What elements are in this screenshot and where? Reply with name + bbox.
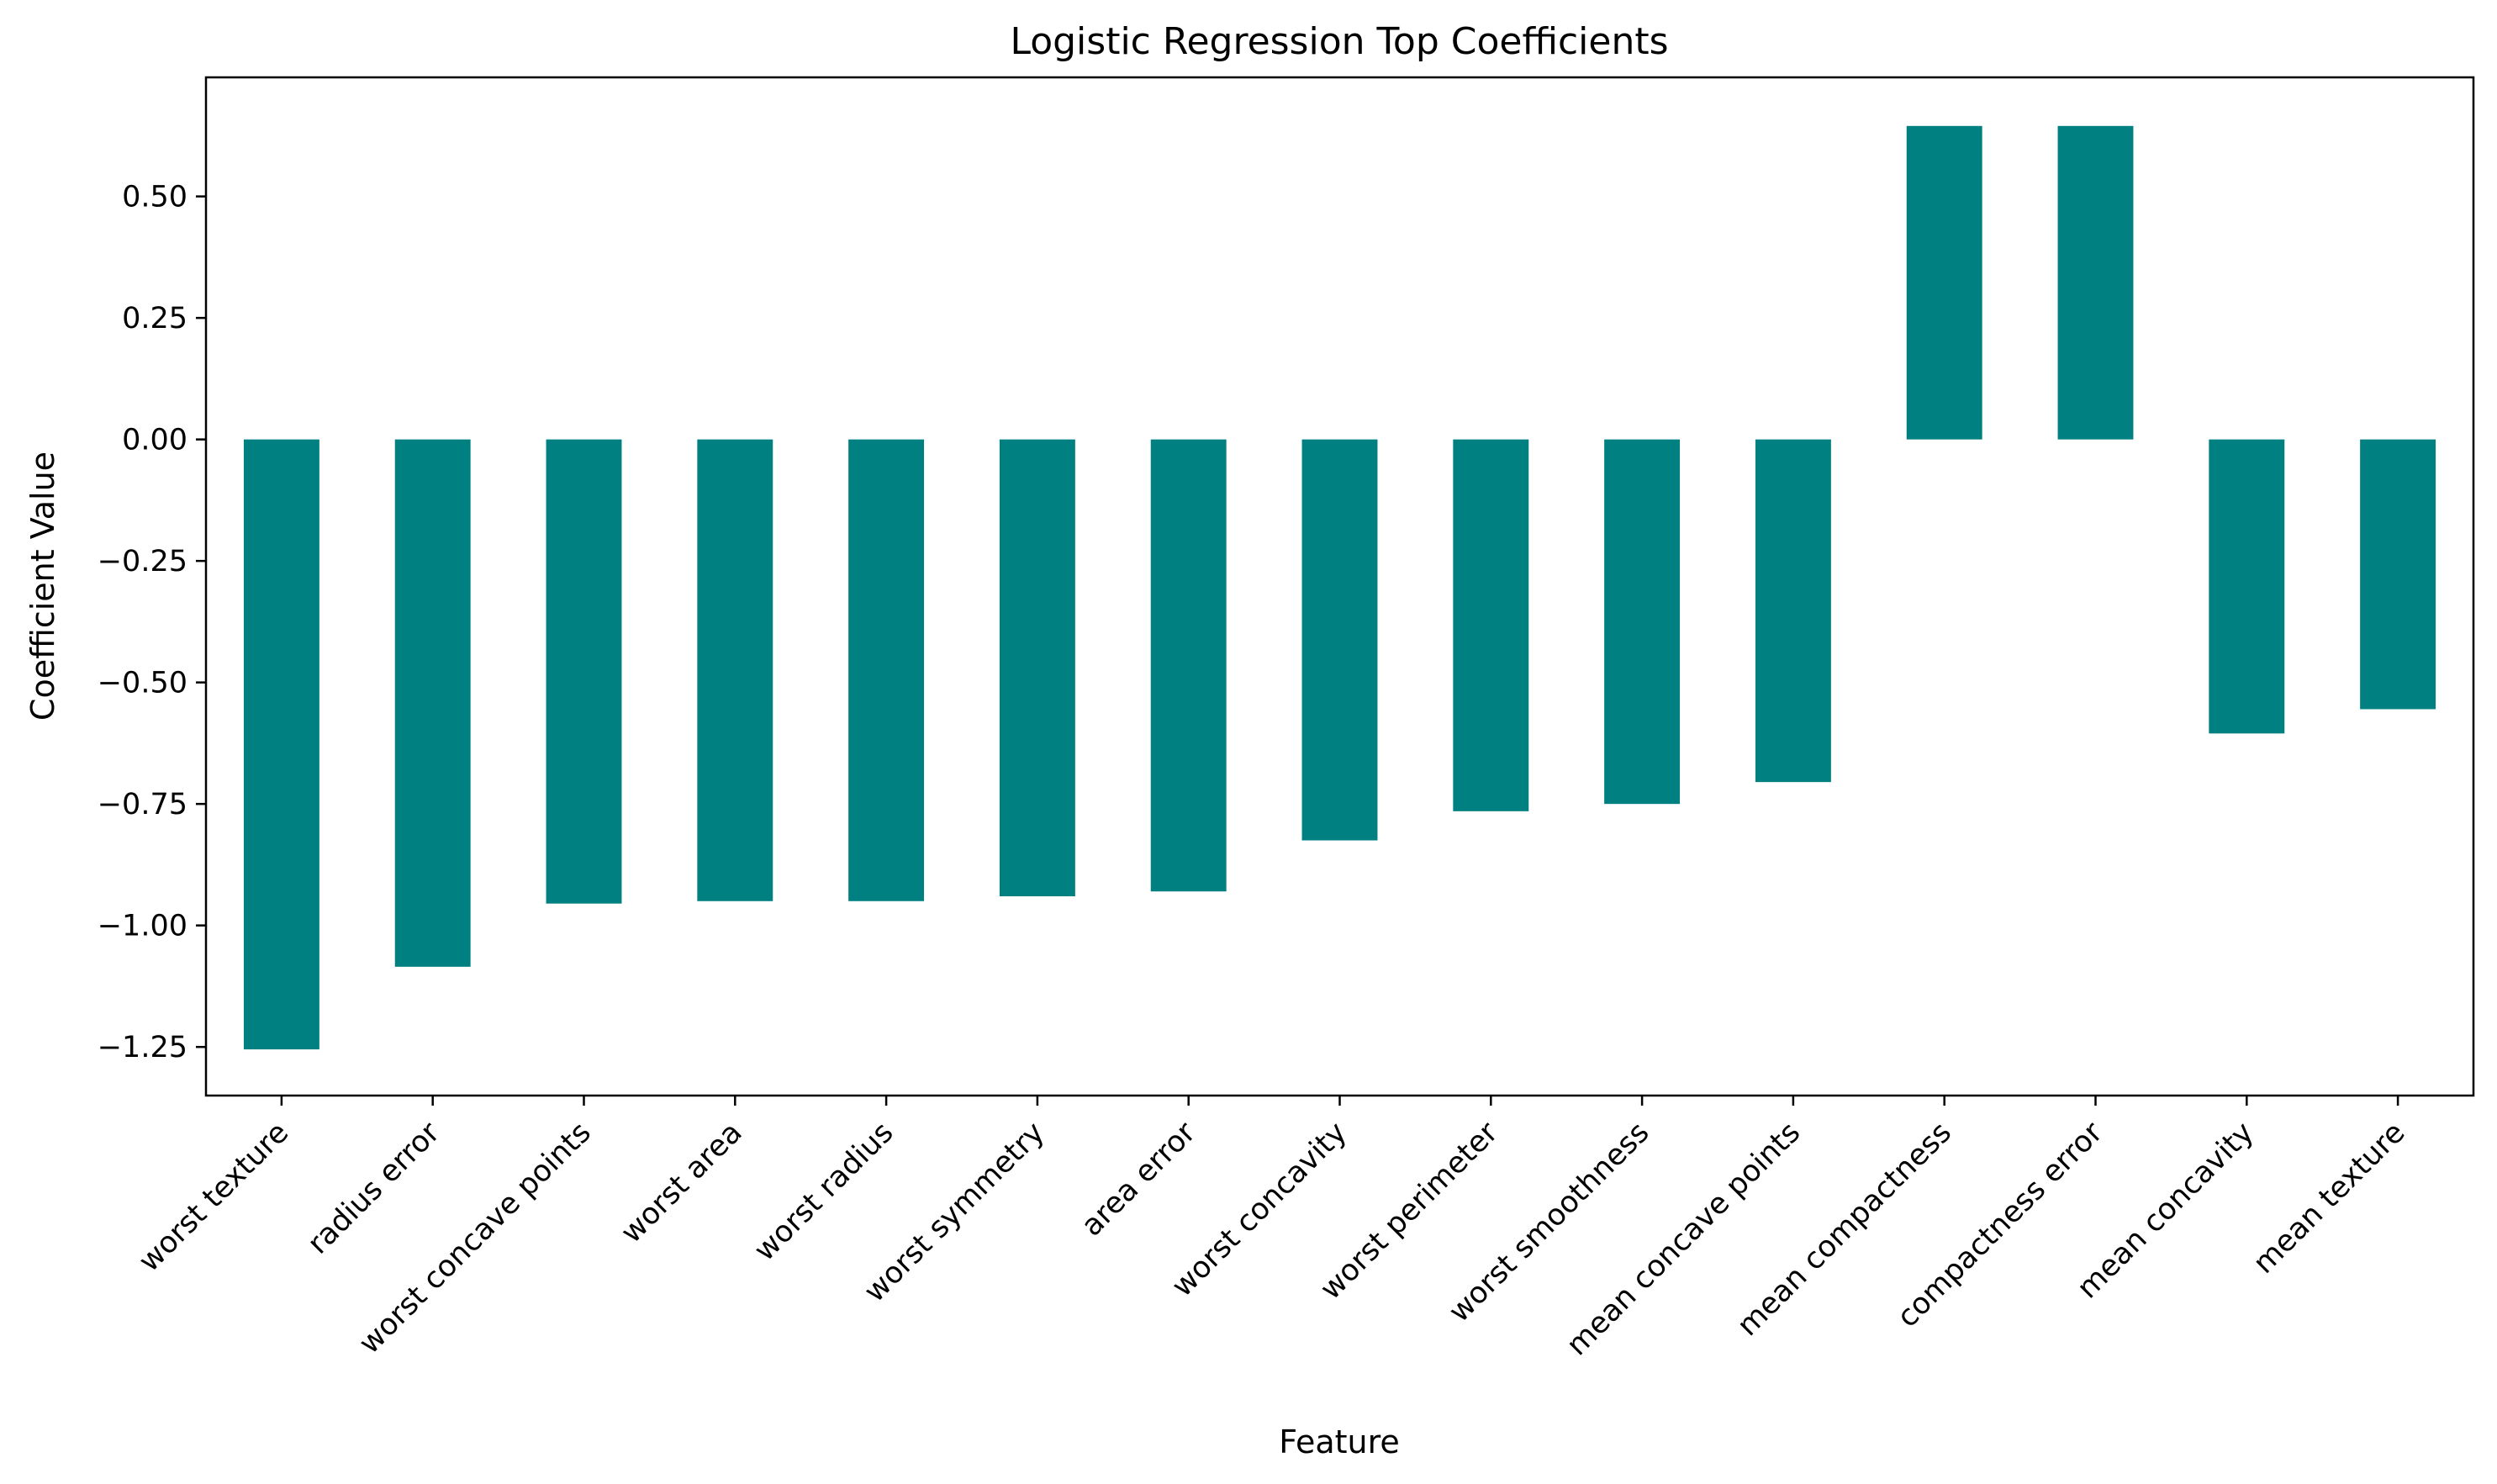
plot-frame	[204, 76, 2475, 1097]
bar	[999, 439, 1075, 897]
bar	[2360, 439, 2436, 710]
bar	[243, 439, 319, 1050]
x-tick-label: worst radius	[748, 1116, 900, 1268]
bar	[2057, 125, 2134, 440]
bar	[1301, 439, 1378, 841]
y-tick-label: 0.25	[122, 302, 187, 335]
bar	[2209, 439, 2285, 734]
bar	[1150, 439, 1227, 892]
x-tick-label: worst texture	[133, 1116, 296, 1279]
x-axis-label: Feature	[1279, 1423, 1400, 1460]
y-tick-label: −0.50	[98, 667, 187, 700]
y-tick-label: −1.00	[98, 910, 187, 943]
bar	[1453, 439, 1529, 811]
bars-group	[243, 125, 2436, 1050]
x-tick-label: area error	[1075, 1116, 1203, 1244]
y-tick-label: −0.25	[98, 545, 187, 578]
bar	[394, 439, 471, 967]
bar	[1604, 439, 1681, 805]
bar	[546, 439, 622, 904]
y-tick-label: 0.00	[122, 424, 187, 457]
bar	[1906, 125, 1982, 440]
x-tick-label: mean texture	[2247, 1116, 2412, 1281]
bar	[848, 439, 925, 901]
x-tick-label: worst area	[615, 1116, 748, 1249]
y-tick-label: 0.50	[122, 181, 187, 214]
y-axis: −1.25 −1.00 −0.75 −0.50 −0.25 0.00 0.25 0.50	[98, 181, 206, 1064]
chart-title: Logistic Regression Top Coefficients	[1010, 20, 1668, 63]
bar	[1755, 439, 1831, 783]
bar	[697, 439, 773, 901]
y-axis-label: Coefficient Value	[24, 452, 61, 721]
x-tick-label: radius error	[301, 1116, 446, 1261]
y-tick-label: −0.75	[98, 788, 187, 821]
y-tick-label: −1.25	[98, 1031, 187, 1064]
